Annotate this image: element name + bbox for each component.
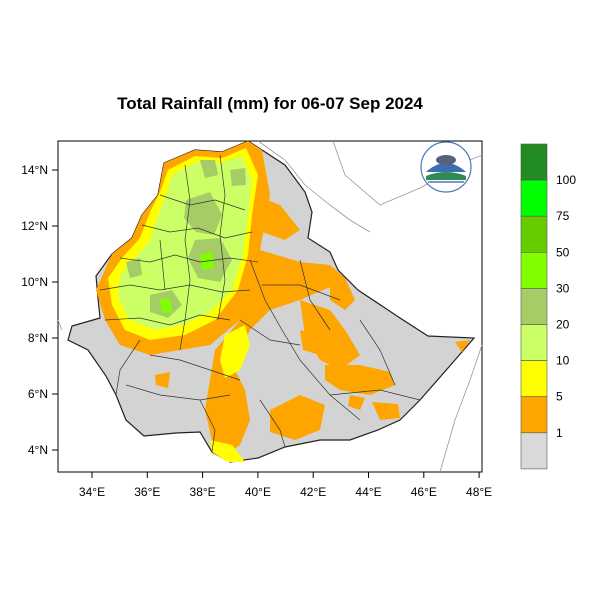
admin-boundaries	[99, 154, 421, 453]
legend-swatch	[520, 215, 548, 253]
legend-swatch	[520, 324, 548, 361]
rainfall-legend: 1 5 10 20 30 50 75 100	[520, 143, 576, 470]
legend-swatch	[520, 143, 548, 181]
legend-label: 10	[556, 354, 570, 368]
map-title: Total Rainfall (mm) for 06-07 Sep 2024	[117, 94, 423, 113]
legend-label: 1	[556, 426, 563, 440]
x-tick-label: 34°E	[79, 485, 105, 499]
x-tick-label: 36°E	[134, 485, 160, 499]
y-tick-label: 4°N	[28, 443, 48, 457]
legend-swatch	[520, 432, 548, 470]
x-tick-label: 42°E	[300, 485, 326, 499]
legend-swatch	[520, 360, 548, 398]
legend-label: 30	[556, 281, 570, 295]
rainfall-lightgreen-areas	[118, 156, 252, 330]
meteorology-agency-logo-icon	[420, 141, 472, 193]
y-tick-label: 8°N	[28, 331, 48, 345]
y-tick-label: 6°N	[28, 387, 48, 401]
legend-swatch	[520, 396, 548, 434]
x-tick-label: 48°E	[466, 485, 492, 499]
legend-label: 20	[556, 318, 570, 332]
legend-label: 100	[556, 173, 576, 187]
y-tick-label: 12°N	[21, 219, 48, 233]
legend-label: 50	[556, 245, 570, 259]
neighbour-borders	[57, 140, 483, 473]
x-tick-label: 46°E	[411, 485, 437, 499]
y-axis: 4°N 6°N 8°N 10°N 12°N 14°N	[21, 163, 58, 457]
y-tick-label: 14°N	[21, 163, 48, 177]
y-tick-label: 10°N	[21, 275, 48, 289]
legend-swatch	[520, 252, 548, 289]
legend-swatch	[520, 288, 548, 325]
legend-label: 5	[556, 390, 563, 404]
x-tick-label: 40°E	[245, 485, 271, 499]
legend-swatch	[520, 179, 548, 217]
x-tick-label: 44°E	[355, 485, 381, 499]
legend-label: 75	[556, 209, 570, 223]
x-tick-label: 38°E	[190, 485, 216, 499]
x-axis: 34°E 36°E 38°E 40°E 42°E 44°E 46°E 48°E	[79, 472, 492, 499]
